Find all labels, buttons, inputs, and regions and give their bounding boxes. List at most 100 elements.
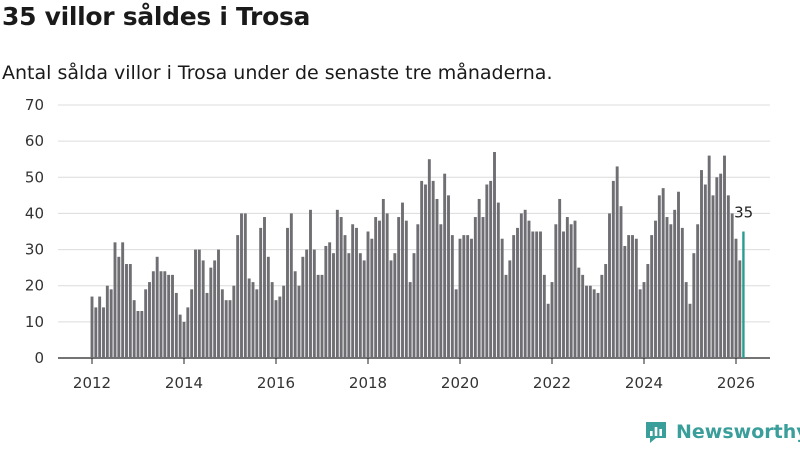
- latest-value-label: 35: [734, 204, 753, 222]
- bar: [627, 235, 631, 358]
- bar: [665, 217, 669, 358]
- bar: [581, 274, 585, 358]
- bar: [734, 238, 738, 358]
- bar: [274, 300, 278, 358]
- bar: [232, 285, 236, 358]
- bar: [508, 260, 512, 358]
- bar: [178, 314, 182, 358]
- bar: [374, 217, 378, 358]
- bar: [700, 170, 703, 358]
- y-tick-label: 10: [25, 313, 44, 331]
- bar: [159, 271, 163, 358]
- bar: [121, 242, 125, 358]
- bar: [473, 217, 477, 358]
- bar: [542, 274, 546, 358]
- bar: [309, 209, 312, 358]
- bar: [113, 242, 117, 358]
- brand-name: Newsworthy: [676, 421, 800, 443]
- bar: [615, 166, 619, 358]
- bar: [654, 220, 657, 358]
- bar: [703, 184, 707, 358]
- bar: [481, 217, 485, 358]
- brand-logo: Newsworthy: [644, 420, 800, 444]
- bar: [719, 173, 723, 358]
- bar: [270, 282, 274, 358]
- x-tick-label: 2014: [165, 374, 203, 392]
- bar: [412, 253, 416, 358]
- bar: [90, 296, 94, 358]
- bar: [692, 253, 696, 358]
- bar: [151, 271, 155, 358]
- bar: [136, 311, 140, 358]
- bar: [424, 184, 427, 358]
- bar: [642, 282, 646, 358]
- bar: [604, 264, 608, 358]
- bar: [684, 282, 688, 358]
- bar: [324, 245, 328, 358]
- bar: [347, 253, 351, 358]
- bar: [293, 271, 297, 358]
- bar: [516, 227, 519, 358]
- bar: [255, 289, 259, 358]
- bar: [332, 253, 335, 358]
- chart-subtitle: Antal sålda villor i Trosa under de sena…: [2, 62, 553, 84]
- bar: [723, 155, 726, 358]
- bar: [420, 180, 424, 358]
- x-tick-label: 2016: [257, 374, 295, 392]
- x-tick-label: 2024: [625, 374, 663, 392]
- bar: [385, 213, 389, 358]
- bar: [320, 274, 324, 358]
- bar: [677, 191, 680, 358]
- bar: [263, 217, 266, 358]
- bar: [205, 292, 209, 358]
- bar: [171, 274, 174, 358]
- bar: [470, 238, 473, 358]
- bar: [213, 260, 217, 358]
- bar: [554, 224, 558, 358]
- bar: [339, 217, 343, 358]
- bar: [117, 256, 121, 358]
- bar: [558, 198, 562, 358]
- bar: [450, 235, 454, 358]
- bar: [316, 274, 320, 358]
- bar: [707, 155, 711, 358]
- bar: [588, 285, 592, 358]
- bar: [194, 249, 197, 358]
- bar: [328, 242, 332, 358]
- bar: [98, 296, 102, 358]
- bar: [278, 296, 282, 358]
- bar: [305, 249, 309, 358]
- bar: [289, 213, 293, 358]
- bar: [600, 274, 604, 358]
- bar: [182, 321, 186, 358]
- bar: [393, 253, 397, 358]
- bar: [186, 307, 190, 358]
- bar: [389, 260, 393, 358]
- bar: [504, 274, 508, 358]
- bar: [224, 300, 228, 358]
- y-tick-label: 30: [25, 241, 44, 259]
- bar: [466, 235, 470, 358]
- bar: [550, 282, 554, 358]
- bar: [527, 220, 531, 358]
- bar: [94, 307, 98, 358]
- bar: [416, 224, 420, 358]
- bar: [573, 220, 577, 358]
- bar: [370, 238, 374, 358]
- bar: [669, 224, 673, 358]
- bar: [105, 285, 109, 358]
- chart-title: 35 villor såldes i Trosa: [2, 2, 311, 31]
- bar: [401, 202, 404, 358]
- x-tick-label: 2012: [73, 374, 111, 392]
- bar: [247, 278, 251, 358]
- bar: [454, 289, 458, 358]
- bar: [726, 195, 730, 358]
- bar: [404, 220, 408, 358]
- bar: [688, 303, 692, 358]
- bar: [408, 282, 412, 358]
- bar: [236, 235, 240, 358]
- bar: [519, 213, 523, 358]
- y-tick-label: 0: [34, 349, 44, 367]
- bar: [358, 253, 362, 358]
